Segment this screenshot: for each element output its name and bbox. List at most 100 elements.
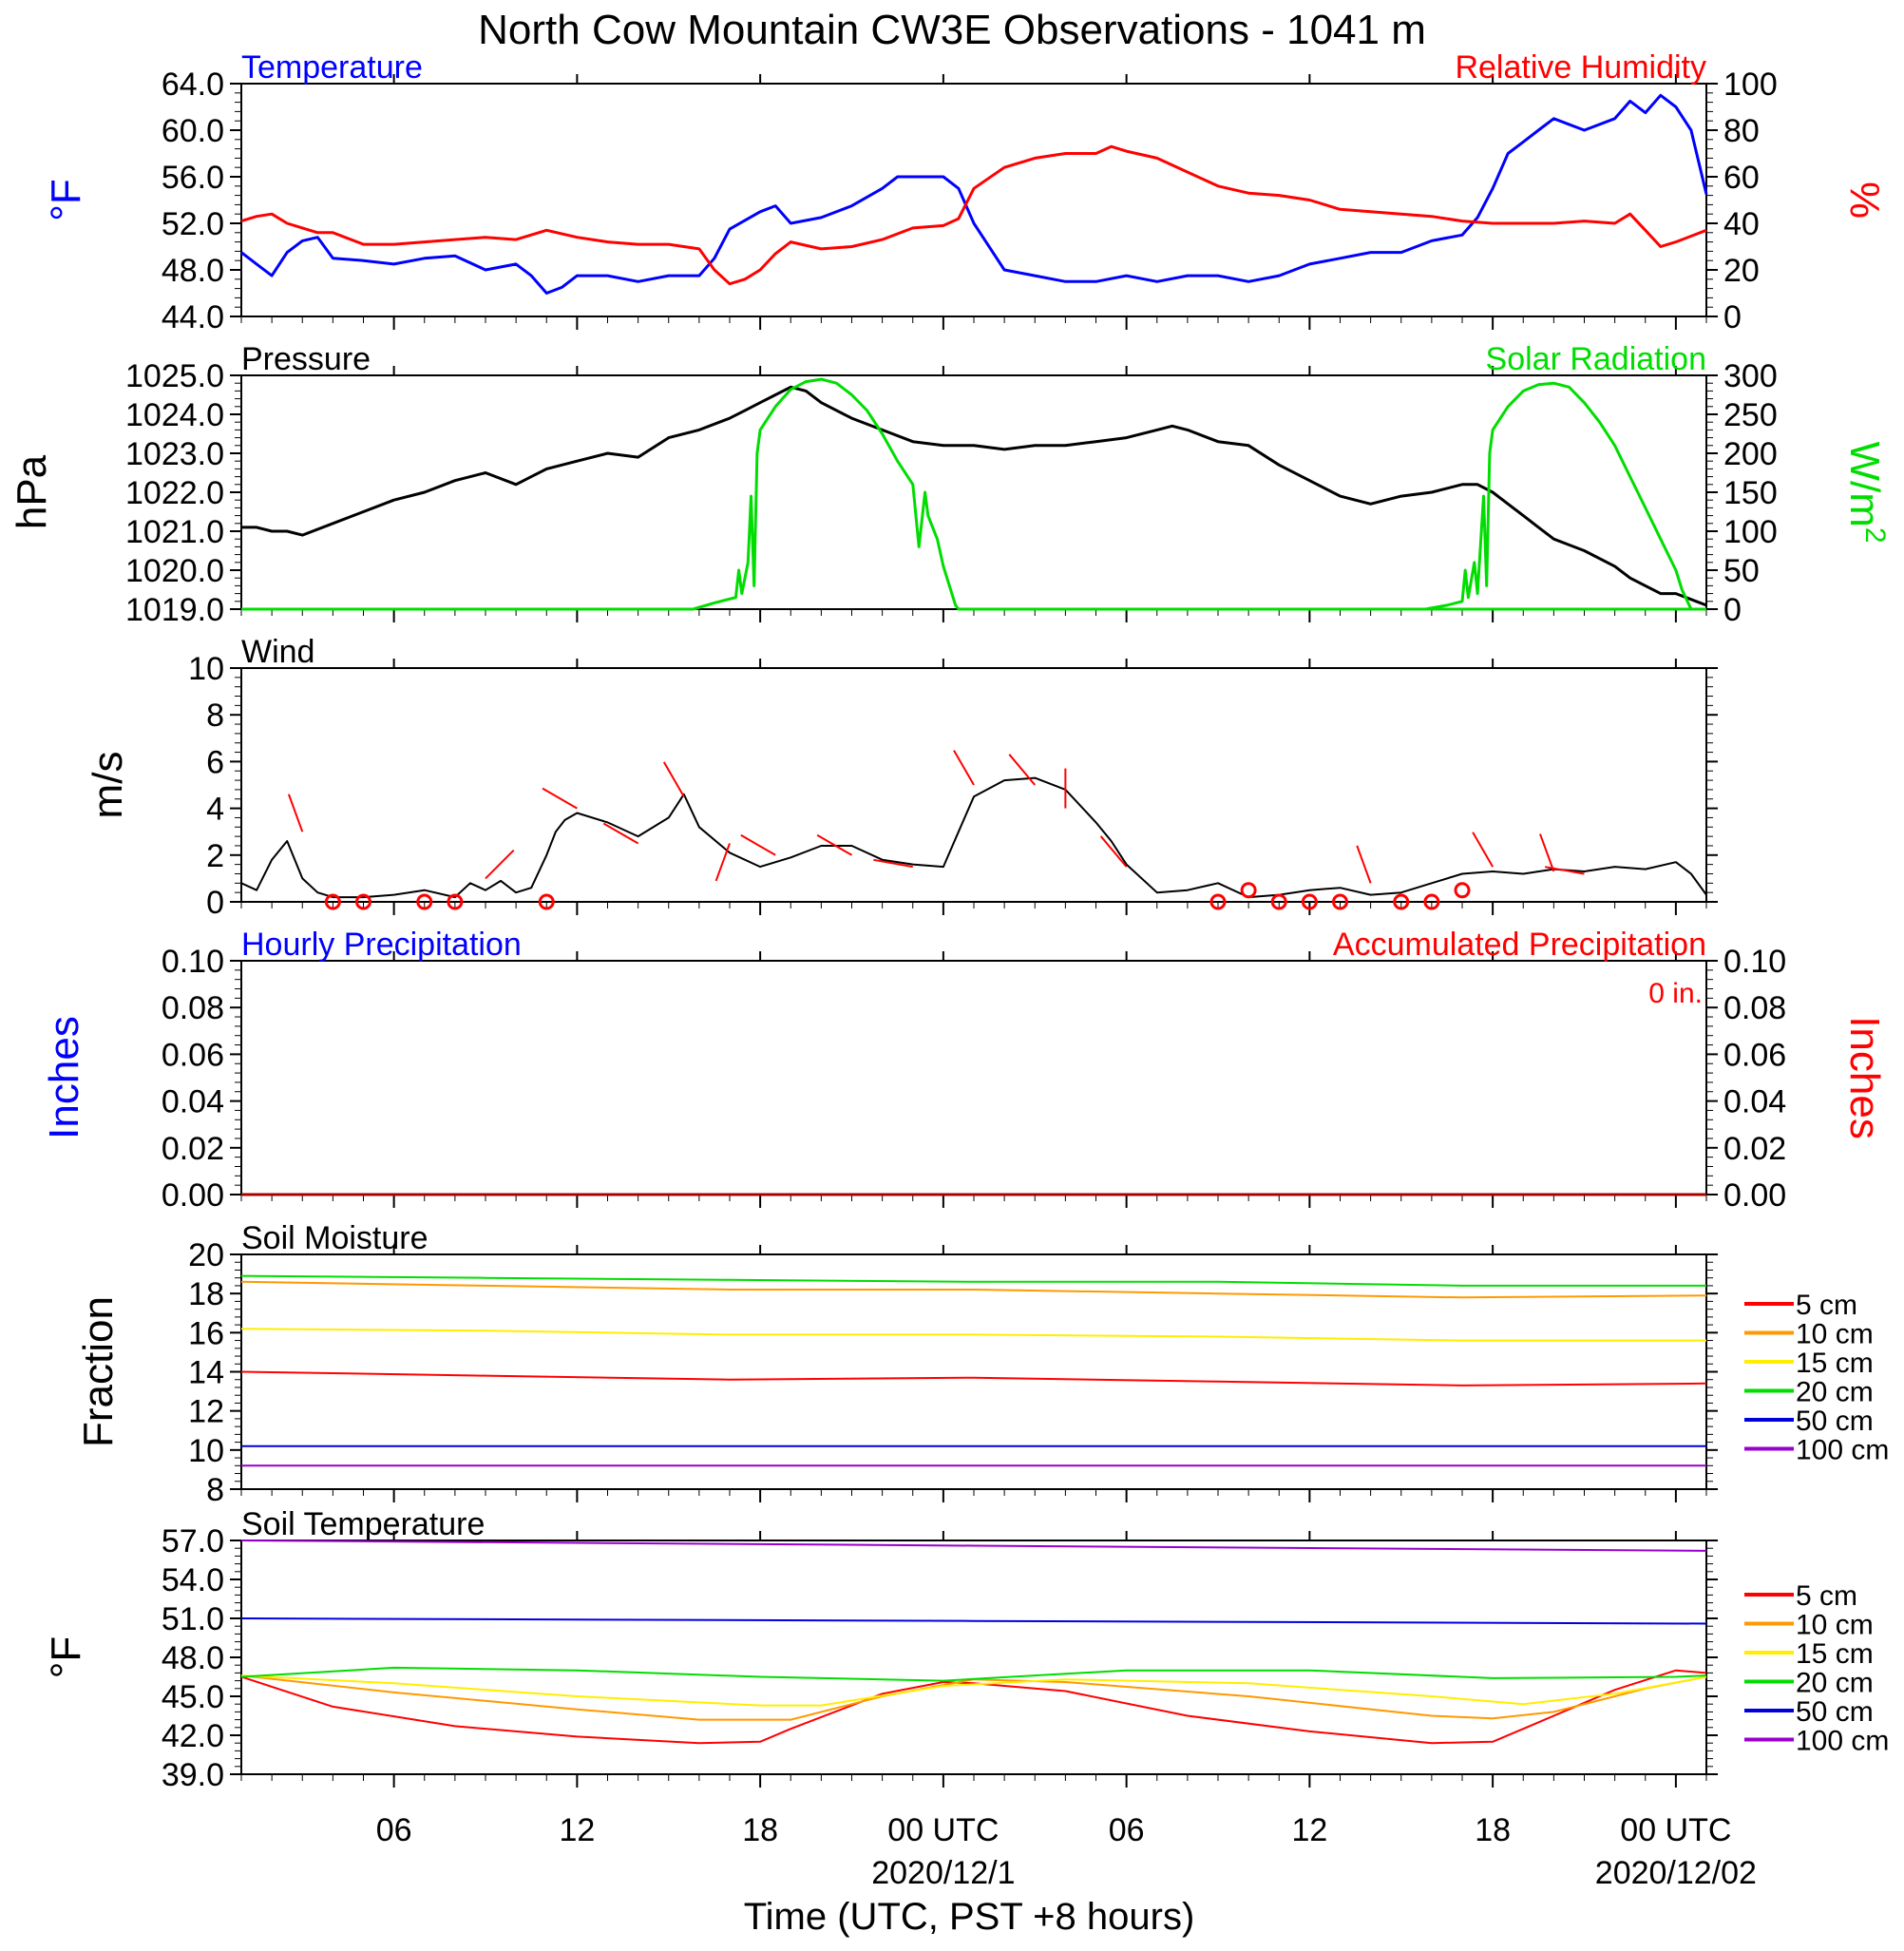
y-tick-label: 1022.0: [125, 475, 224, 511]
panel-title-left: Pressure: [241, 341, 371, 377]
y-tick-label: 8: [206, 1472, 224, 1508]
x-tick-label: 06: [1109, 1812, 1145, 1848]
y-tick-label: 0: [206, 885, 224, 921]
pressure-solar-panel: 1019.01020.01021.01022.01023.01024.01025…: [9, 341, 1891, 628]
y-tick-label: 1019.0: [125, 592, 224, 628]
y-tick-label-right: 0.10: [1723, 944, 1786, 980]
y-tick-label: 1021.0: [125, 514, 224, 550]
wind-barb: [662, 761, 685, 797]
legend-label: 15 cm: [1796, 1348, 1874, 1379]
y-tick-label: 0.00: [162, 1177, 224, 1214]
series-line-soil-temp-3: [240, 1666, 1707, 1682]
y-tick-label: 39.0: [162, 1757, 224, 1793]
y-tick-label: 64.0: [162, 67, 224, 103]
series-line-soil-moisture-1: [240, 1280, 1707, 1299]
y-tick-label-right: 40: [1723, 206, 1760, 242]
y-tick-label: 12: [188, 1394, 224, 1430]
series-line-soil-temp-0: [240, 1669, 1707, 1745]
series-line-wind-0: [240, 776, 1707, 899]
x-date-label: 2020/12/02: [1595, 1855, 1757, 1891]
y-tick-label: 4: [206, 792, 224, 828]
x-tick-label: 12: [1291, 1812, 1327, 1848]
wind-barb: [1544, 866, 1585, 875]
y-tick-label: 44.0: [162, 299, 224, 335]
series-line-soil-temp-5: [240, 1540, 1707, 1552]
wind-barb: [1472, 832, 1494, 868]
y-axis-label-right: W/m2: [1841, 441, 1891, 543]
y-tick-label: 16: [188, 1315, 224, 1351]
legend-label: 10 cm: [1796, 1319, 1874, 1350]
soil-temp-panel: 39.042.045.048.051.054.057.0 Soil Tempera…: [43, 1506, 1889, 1793]
series-line-soil-temp-2: [240, 1674, 1707, 1707]
calm-wind-marker: [1301, 893, 1318, 910]
y-tick-label: 10: [188, 1433, 224, 1469]
y-tick-label: 1023.0: [125, 436, 224, 472]
wind-barb: [714, 843, 731, 882]
y-tick-label-right: 20: [1723, 253, 1760, 289]
y-tick-label-right: 50: [1723, 553, 1760, 589]
calm-wind-marker: [355, 893, 371, 910]
y-tick-label-right: 200: [1723, 436, 1778, 472]
y-tick-label: 51.0: [162, 1601, 224, 1637]
y-tick-label-right: 150: [1723, 475, 1778, 511]
wind-barb: [1099, 835, 1128, 868]
panel-title-left: Wind: [241, 634, 314, 670]
y-tick-label: 1020.0: [125, 553, 224, 589]
legend-label: 100 cm: [1796, 1726, 1889, 1757]
calm-wind-marker: [416, 893, 433, 910]
y-tick-label: 1025.0: [125, 358, 224, 394]
wind-barb: [1539, 833, 1555, 872]
y-tick-label: 14: [188, 1355, 224, 1391]
y-axis-label-left: °F: [43, 1636, 89, 1678]
panel-title-right: Solar Radiation: [1486, 341, 1706, 377]
panel-title-right: Accumulated Precipitation: [1333, 927, 1706, 963]
legend-label: 15 cm: [1796, 1638, 1874, 1670]
panel-title-left: Hourly Precipitation: [241, 927, 522, 963]
y-tick-label-right: 0.00: [1723, 1177, 1786, 1214]
y-tick-label: 42.0: [162, 1718, 224, 1754]
y-axis-label-right: Inches: [1841, 1016, 1888, 1139]
y-tick-label-right: 0: [1723, 592, 1742, 628]
chart-panels: 44.048.052.056.060.064.0020406080100Temp…: [9, 49, 1891, 1793]
wind-barb: [287, 794, 304, 832]
wind-barb: [1356, 845, 1372, 884]
y-tick-label: 6: [206, 744, 224, 780]
x-axis-label: Time (UTC, PST +8 hours): [744, 1896, 1195, 1938]
calm-wind-marker: [1332, 893, 1348, 910]
precip-panel: 0.00 0.02 0.04 0.06 0.08 0.10 0.00 0.02 0.04 0.06…: [41, 927, 1888, 1214]
y-tick-label: 18: [188, 1276, 224, 1312]
series-line-pressure-solar-2: [1423, 381, 1706, 611]
x-tick-label: 12: [559, 1812, 595, 1848]
y-tick-label-right: 60: [1723, 160, 1760, 196]
y-axis-label-right-superscript: 2: [1859, 527, 1891, 544]
y-tick-label-right: 0.06: [1723, 1037, 1786, 1073]
calm-wind-marker: [1454, 882, 1471, 899]
x-tick-label: 00 UTC: [1620, 1812, 1731, 1848]
y-tick-label: 0.10: [162, 944, 224, 980]
series-line-temp-rh-0: [240, 93, 1708, 295]
series-line-temp-rh-1: [240, 144, 1707, 286]
y-tick-label: 0.06: [162, 1037, 224, 1073]
accumulated-precip-total: 0 in.: [1648, 978, 1703, 1009]
y-tick-label: 0.02: [162, 1131, 224, 1167]
y-tick-label-right: 0.02: [1723, 1131, 1786, 1167]
wind-barb: [602, 822, 639, 845]
y-axis-label-left: Fraction: [75, 1296, 122, 1447]
panel-title-left: Temperature: [241, 49, 423, 86]
series-line-soil-temp-4: [240, 1617, 1707, 1625]
x-tick-label: 06: [376, 1812, 412, 1848]
y-tick-label-right: 80: [1723, 113, 1760, 149]
y-axis-label-left: Inches: [41, 1016, 87, 1139]
calm-wind-marker: [447, 893, 464, 910]
y-tick-label: 1024.0: [125, 397, 224, 433]
legend-label: 5 cm: [1796, 1580, 1857, 1612]
legend-label: 100 cm: [1796, 1435, 1889, 1466]
calm-wind-marker: [538, 893, 555, 910]
temp-rh-panel: 44.0 48.0 52.0 56.0 60.0 64.0 0 20 40 60 80 100 Temp…: [43, 49, 1888, 335]
legend-label: 50 cm: [1796, 1406, 1874, 1437]
x-date-label: 2020/12/1: [871, 1855, 1015, 1891]
